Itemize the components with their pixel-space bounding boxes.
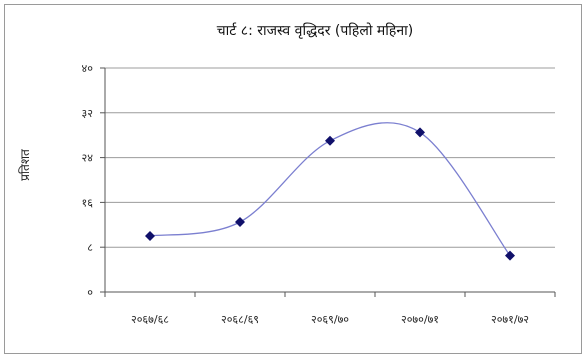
x-tick-label-4: २०७१/७२ (491, 313, 529, 326)
line-chart: चार्ट ८: राजस्व वृद्धिदर (पहिलो महिना) ०… (18, 22, 556, 326)
x-tick-label-0: २०६७/६८ (131, 313, 169, 326)
data-point-4 (505, 250, 515, 261)
chart-title: चार्ट ८: राजस्व वृद्धिदर (पहिलो महिना) (217, 22, 413, 39)
axes (100, 67, 556, 297)
y-tick-label-4: ३२ (82, 107, 93, 120)
y-tick-label-2: १६ (82, 196, 94, 209)
x-tick-labels: २०६७/६८ २०६८/६९ २०६९/७० २०७०/७१ २०७१/७२ (131, 313, 529, 326)
x-tick-label-3: २०७०/७१ (401, 313, 439, 326)
data-point-1 (235, 217, 245, 227)
y-tick-label-1: ८ (87, 241, 93, 254)
data-point-2 (325, 135, 335, 146)
x-tick-label-1: २०६८/६९ (221, 313, 259, 326)
y-tick-label-0: ० (87, 286, 93, 299)
y-tick-label-3: २४ (82, 152, 94, 165)
data-markers (145, 127, 515, 261)
data-point-0 (145, 231, 155, 241)
y-tick-label-5: ४० (82, 62, 94, 75)
y-tick-labels: ० ८ १६ २४ ३२ ४० (82, 62, 94, 299)
grid-lines (105, 67, 555, 248)
x-tick-label-2: २०६९/७० (311, 313, 349, 326)
y-axis-label: प्रतिशत (18, 148, 32, 181)
chart-frame: चार्ट ८: राजस्व वृद्धिदर (पहिलो महिना) ०… (4, 4, 582, 354)
data-point-3 (415, 127, 425, 138)
